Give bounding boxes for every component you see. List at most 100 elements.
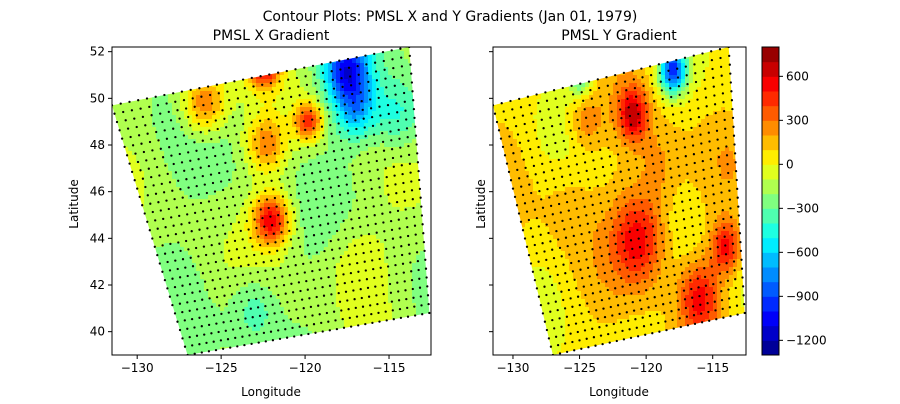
contour-cell [348,107,353,112]
contour-cell [336,323,341,328]
contour-cell [364,199,369,204]
contour-cell [336,259,341,264]
contour-cell [320,111,325,116]
contour-cell [236,231,241,236]
contour-cell [348,103,353,108]
contour-cell [332,327,337,332]
contour-cell [136,263,141,268]
field [112,47,430,355]
contour-cell [260,331,265,336]
contour-cell [356,303,361,308]
contour-cell [240,187,245,192]
contour-cell [312,219,317,224]
contour-cell [132,147,137,152]
contour-cell [260,187,265,192]
contour-cell [328,275,333,280]
contour-cell [292,287,297,292]
contour-cell [172,287,177,292]
contour-cell [172,111,177,116]
contour-cell [304,131,309,136]
contour-cell [200,319,205,324]
contour-cell [288,143,293,148]
contour-cell [160,223,165,228]
contour-cell [292,247,297,252]
contour-cell [356,47,361,52]
contour-cell [308,203,313,208]
contour-cell [276,191,281,196]
contour-cell [244,79,249,84]
contour-cell [264,127,269,132]
contour-cell [272,175,277,180]
contour-cell [348,143,353,148]
contour-cell [124,239,129,244]
contour-cell [328,183,333,188]
contour-cell [216,243,221,248]
contour-cell [168,59,173,64]
contour-cell [276,111,281,116]
contour-cell [120,255,125,260]
contour-cell [196,327,201,332]
contour-cell [276,119,281,124]
contour-cell [368,135,373,140]
contour-cell [172,203,177,208]
contour-cell [220,131,225,136]
contour-cell [296,251,301,256]
contour-cell [224,287,229,292]
contour-cell [188,171,193,176]
contour-cell [332,79,337,84]
contour-cell [224,251,229,256]
contour-cell [136,219,141,224]
contour-cell [132,203,137,208]
contour-cell [340,135,345,140]
contour-cell [276,303,281,308]
contour-cell [296,231,301,236]
contour-cell [308,67,313,72]
contour-cell [236,67,241,72]
contour-cell [120,267,125,272]
contour-cell [120,263,125,268]
contour-cell [328,151,333,156]
contour-cell [356,287,361,292]
contour-cell [288,307,293,312]
contour-cell [144,79,149,84]
contour-cell [312,191,317,196]
contour-cell [132,155,137,160]
contour-cell [288,295,293,300]
contour-cell [300,203,305,208]
contour-cell [256,95,261,100]
contour-cell [164,283,169,288]
contour-cell [168,275,173,280]
contour-cell [332,59,337,64]
contour-cell [168,255,173,260]
contour-cell [192,103,197,108]
contour-cell [168,219,173,224]
contour-cell [316,287,321,292]
contour-cell [284,279,289,284]
contour-cell [112,131,117,136]
contour-cell [184,195,189,200]
contour-cell [124,347,129,352]
contour-cell [140,291,145,296]
contour-cell [148,147,153,152]
contour-cell [320,115,325,120]
contour-cell [204,287,209,292]
contour-cell [216,179,221,184]
contour-cell [128,107,133,112]
contour-cell [200,343,205,348]
contour-cell [208,251,213,256]
contour-cell [184,247,189,252]
contour-cell [156,291,161,296]
contour-cell [140,195,145,200]
contour-cell [264,243,269,248]
contour-cell [244,251,249,256]
contour-cell [168,283,173,288]
contour-cell [308,243,313,248]
contour-cell [212,203,217,208]
contour-cell [280,279,285,284]
contour-cell [240,115,245,120]
contour-cell [196,151,201,156]
contour-cell [140,183,145,188]
contour-cell [232,255,237,260]
contour-cell [128,267,133,272]
